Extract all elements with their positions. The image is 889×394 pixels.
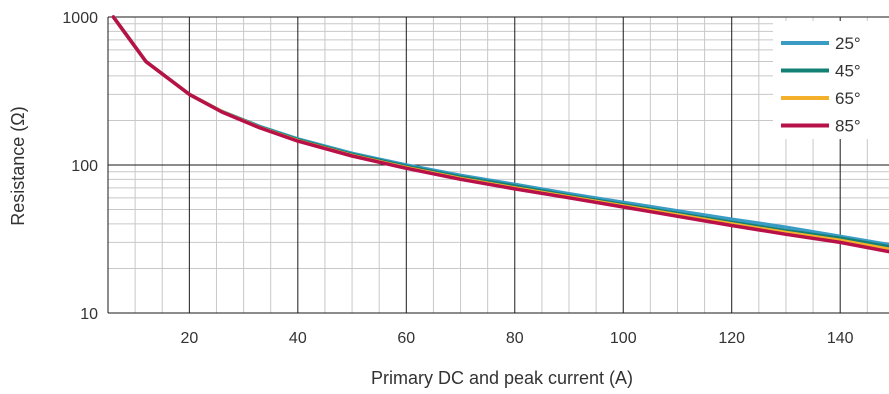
- legend-label: 45°: [835, 62, 861, 81]
- legend: 25° 45° 65° 85°: [773, 21, 889, 139]
- y-tick-label: 1000: [62, 10, 98, 27]
- x-tick-label: 140: [827, 330, 854, 347]
- x-tick-label: 20: [180, 330, 198, 347]
- legend-label: 65°: [835, 89, 861, 108]
- series-line: [111, 15, 889, 254]
- x-tick-label: 100: [610, 330, 637, 347]
- legend-box: [773, 21, 889, 139]
- x-tick-label: 120: [718, 330, 745, 347]
- series-line: [111, 15, 889, 249]
- series-line: [111, 15, 889, 251]
- x-tick-label: 60: [397, 330, 415, 347]
- legend-label: 85°: [835, 117, 861, 136]
- major-grid: [107, 16, 889, 314]
- x-tick-label: 40: [289, 330, 307, 347]
- y-tick-label: 100: [71, 158, 98, 175]
- series-line: [111, 15, 889, 247]
- y-tick-label: 10: [80, 306, 98, 323]
- legend-label: 25°: [835, 34, 861, 53]
- x-axis-title: Primary DC and peak current (A): [371, 368, 633, 388]
- series-layer: [111, 15, 889, 254]
- x-tick-label: 80: [506, 330, 524, 347]
- y-axis-title: Resistance (Ω): [8, 106, 28, 226]
- axis-tick-labels: 20 40 60 80 100 120 140 10 100 1000: [62, 10, 853, 347]
